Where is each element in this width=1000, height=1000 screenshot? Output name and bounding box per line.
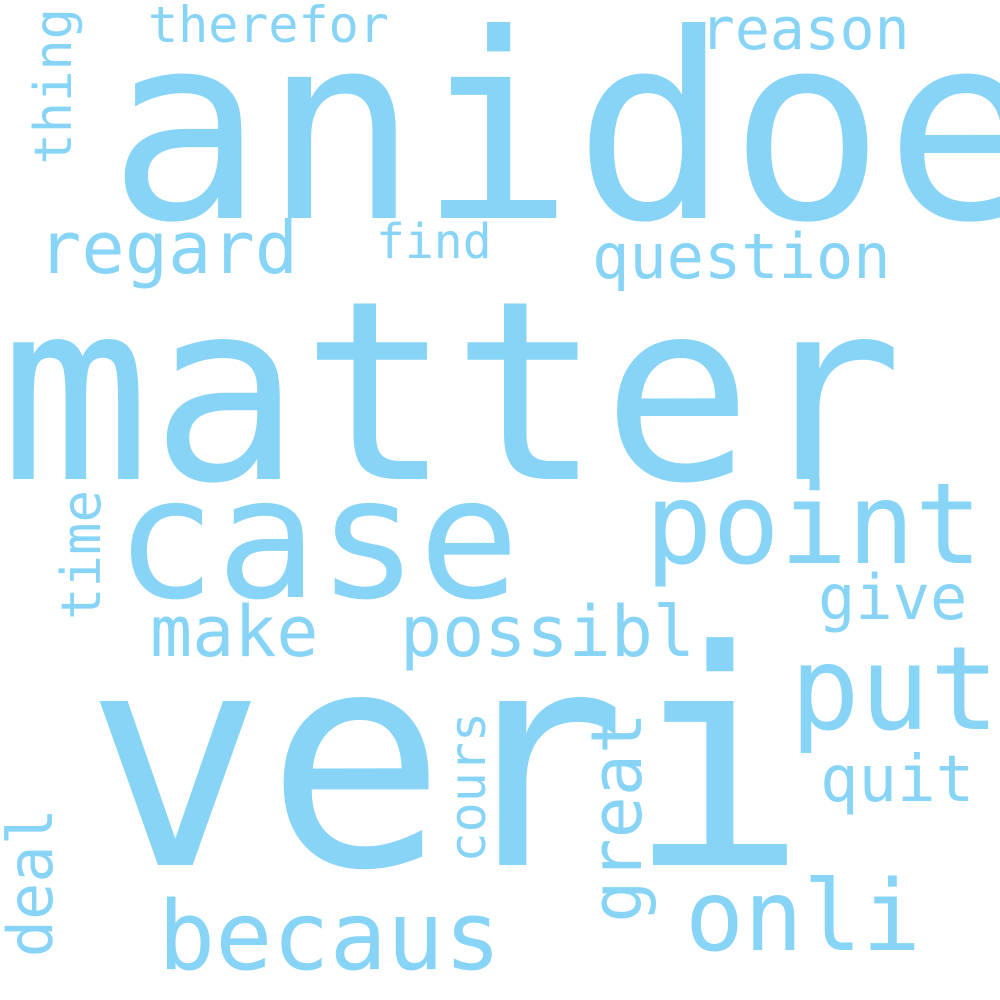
word-deal: deal xyxy=(0,808,67,958)
word-point: point xyxy=(645,460,983,590)
word-give: give xyxy=(818,561,968,634)
word-reason: reason xyxy=(700,0,910,63)
word-possibl: possibl xyxy=(400,591,696,673)
word-great: great xyxy=(576,712,658,923)
word-make: make xyxy=(150,591,319,673)
word-put: put xyxy=(790,622,1000,757)
word-becaus: becaus xyxy=(158,882,502,992)
word-therefor: therefor xyxy=(148,0,389,54)
word-cours: cours xyxy=(439,712,497,863)
word-case: case xyxy=(115,441,520,637)
word-time: time xyxy=(50,490,113,621)
word-anidoe: anidoe xyxy=(108,0,1000,279)
word-matter: matter xyxy=(0,247,904,538)
word-quit: quit xyxy=(820,743,975,817)
word-regard: regard xyxy=(38,206,299,290)
word-question: question xyxy=(592,220,891,293)
word-veri: veri xyxy=(85,587,808,936)
word-find: find xyxy=(376,214,492,270)
word-thing: thing xyxy=(24,8,84,165)
word-onli: onli xyxy=(685,860,922,974)
